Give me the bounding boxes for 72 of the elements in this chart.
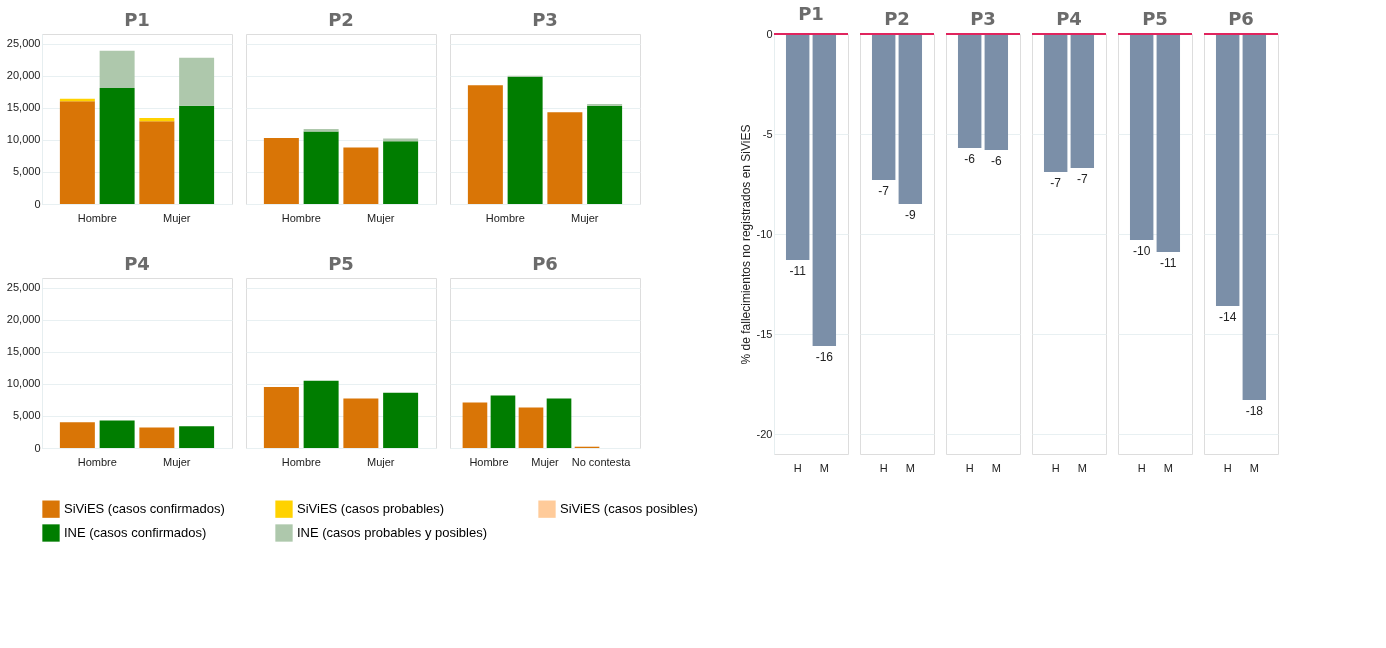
y-tick-label: 20,000 xyxy=(6,313,41,326)
data-label: -7 xyxy=(1076,172,1088,186)
x-tick-label: M xyxy=(991,462,1001,474)
data-label: -11 xyxy=(789,264,807,278)
legend-label: SiViES (casos posibles) xyxy=(560,501,698,517)
y-tick-label: 0 xyxy=(34,441,41,454)
chart-title: P1 xyxy=(124,9,150,30)
x-tick-label: Hombre xyxy=(281,212,321,224)
chart-title: P1 xyxy=(798,3,824,24)
x-tick-label: H xyxy=(793,462,802,474)
x-tick-label: Hombre xyxy=(77,456,117,468)
x-tick-label: Mujer xyxy=(162,212,191,224)
y-tick-label: 10,000 xyxy=(6,377,41,390)
x-tick-label: Hombre xyxy=(77,212,117,224)
y-tick-label: -20 xyxy=(756,427,773,440)
data-label: -16 xyxy=(815,350,834,364)
y-tick-label: 15,000 xyxy=(6,345,41,358)
y-tick-label: 25,000 xyxy=(6,37,41,50)
y-tick-label: 5,000 xyxy=(12,409,41,422)
y-tick-label: 5,000 xyxy=(12,165,41,178)
y-tick-label: 0 xyxy=(34,197,41,210)
y-tick-label: 0 xyxy=(766,27,773,40)
x-tick-label: H xyxy=(879,462,888,474)
x-tick-label: Hombre xyxy=(485,212,525,224)
legend-label: SiViES (casos probables) xyxy=(297,501,445,517)
x-tick-label: Mujer xyxy=(162,456,191,468)
chart-title: P3 xyxy=(970,8,996,29)
chart-title: P4 xyxy=(124,253,150,274)
y-axis-title: % de fallecimientos no registrados en SiViES xyxy=(738,124,753,365)
data-label: -14 xyxy=(1219,310,1237,324)
chart-title: P4 xyxy=(1056,8,1082,29)
chart-title: P6 xyxy=(1228,8,1254,29)
x-tick-label: Mujer xyxy=(366,456,395,468)
chart-title: P3 xyxy=(532,9,558,30)
x-tick-label: H xyxy=(1051,462,1060,474)
x-tick-label: Hombre xyxy=(281,456,321,468)
x-tick-label: M xyxy=(1077,462,1087,474)
y-tick-label: -15 xyxy=(756,327,773,340)
data-label: -9 xyxy=(904,208,916,222)
x-tick-label: No contesta xyxy=(571,456,632,468)
x-tick-label: Mujer xyxy=(570,212,599,224)
chart-title: P6 xyxy=(532,253,558,274)
y-tick-label: 25,000 xyxy=(6,281,41,294)
x-tick-label: H xyxy=(1137,462,1146,474)
y-tick-label: 10,000 xyxy=(6,133,41,146)
chart-title: P2 xyxy=(328,9,354,30)
x-tick-label: M xyxy=(1249,462,1259,474)
x-tick-label: Hombre xyxy=(469,456,509,468)
chart-title: P5 xyxy=(1142,8,1168,29)
data-label: -7 xyxy=(878,184,890,198)
y-tick-label: 20,000 xyxy=(6,69,41,82)
chart-title: P2 xyxy=(884,8,910,29)
x-tick-label: M xyxy=(905,462,915,474)
data-label: -10 xyxy=(1133,244,1151,258)
y-tick-label: -5 xyxy=(762,127,773,140)
data-label: -6 xyxy=(990,154,1002,168)
x-tick-label: H xyxy=(965,462,974,474)
x-tick-label: M xyxy=(819,462,829,474)
legend-label: INE (casos probables y posibles) xyxy=(297,525,488,540)
x-tick-label: Mujer xyxy=(366,212,395,224)
legend-label: INE (casos confirmados) xyxy=(64,525,207,540)
x-tick-label: Mujer xyxy=(531,456,560,468)
data-label: -7 xyxy=(1050,176,1062,190)
y-tick-label: 15,000 xyxy=(6,101,41,114)
x-tick-label: M xyxy=(1163,462,1173,474)
x-tick-label: H xyxy=(1223,462,1232,474)
legend-label: SiViES (casos confirmados) xyxy=(64,501,225,517)
data-label: -18 xyxy=(1245,404,1264,418)
chart-title: P5 xyxy=(328,253,354,274)
data-label: -11 xyxy=(1160,256,1177,270)
y-tick-label: -10 xyxy=(756,227,773,240)
data-label: -6 xyxy=(964,152,976,166)
